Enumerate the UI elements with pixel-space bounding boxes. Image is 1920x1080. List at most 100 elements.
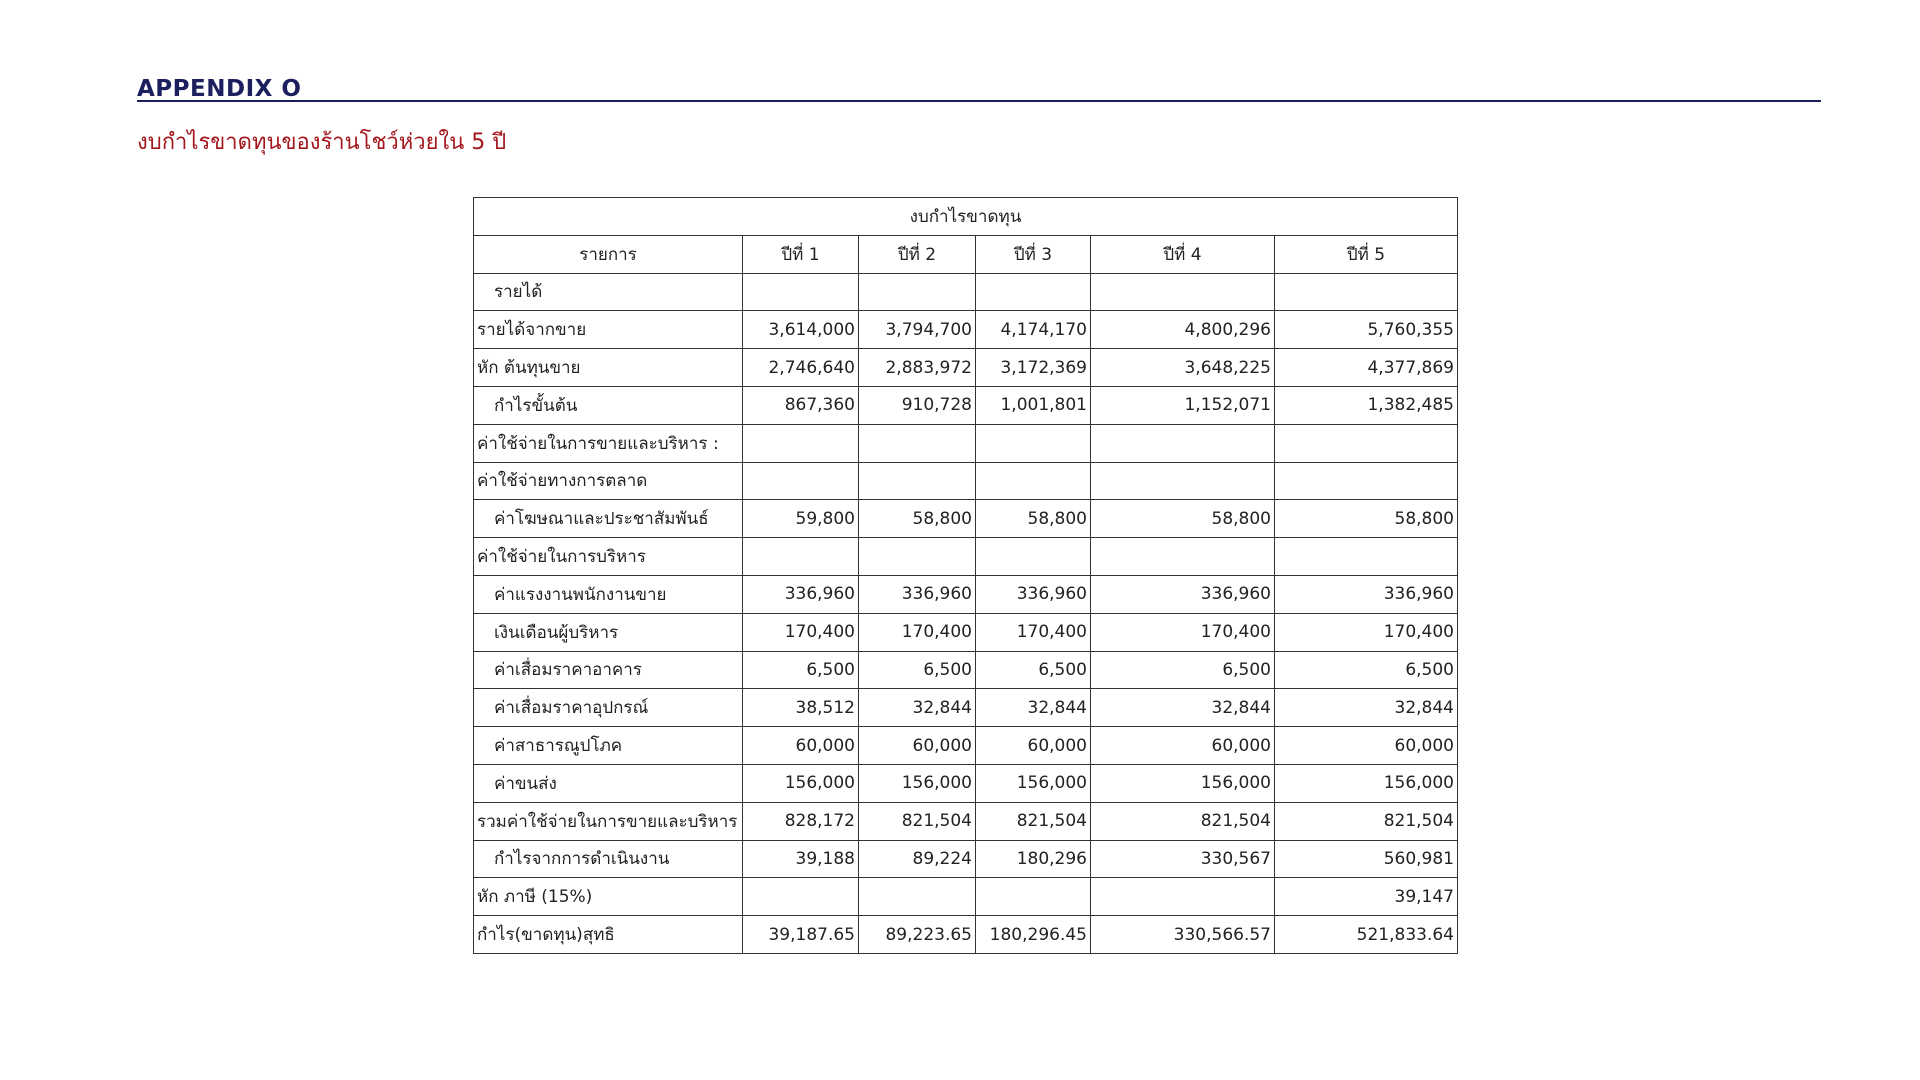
table-row: ค่าใช้จ่ายทางการตลาด <box>473 461 1458 501</box>
cell: 1,382,485 <box>1274 385 1458 425</box>
cell: 58,800 <box>1274 499 1458 539</box>
row-label: ค่าใช้จ่ายในการขายและบริหาร : <box>473 423 743 463</box>
cell: 58,800 <box>1090 499 1275 539</box>
cell: 32,844 <box>1090 688 1275 728</box>
cell: 38,512 <box>742 688 859 728</box>
header-row: รายการ ปีที่ 1 ปีที่ 2 ปีที่ 3 ปีที่ 4 ปีที่ … <box>473 234 1458 274</box>
column-header: ปีที่ 5 <box>1274 234 1458 274</box>
cell: 32,844 <box>858 688 976 728</box>
row-label: ค่าโฆษณาและประชาสัมพันธ์ <box>473 499 743 539</box>
cell: 32,844 <box>1274 688 1458 728</box>
cell: 60,000 <box>1274 726 1458 765</box>
table-row: รายได้จากขาย 3,614,000 3,794,700 4,174,170 4… <box>473 310 1458 350</box>
cell <box>1090 272 1275 312</box>
table-row: ค่าใช้จ่ายในการบริหาร <box>473 537 1458 576</box>
cell: 2,746,640 <box>742 348 859 387</box>
header-rule <box>137 100 1821 102</box>
cell: 32,844 <box>975 688 1091 728</box>
cell: 3,172,369 <box>975 348 1091 387</box>
cell: 330,566.57 <box>1090 915 1275 954</box>
cell <box>975 877 1091 917</box>
cell: 170,400 <box>1274 612 1458 652</box>
table-row: กำไร(ขาดทุน)สุทธิ 39,187.65 89,223.65 180,2… <box>473 915 1458 954</box>
cell: 6,500 <box>742 650 859 690</box>
row-label: ค่าแรงงานพนักงานขาย <box>473 574 743 614</box>
column-header: ปีที่ 3 <box>975 234 1091 274</box>
row-label: กำไรขั้นต้น <box>473 385 743 425</box>
cell: 60,000 <box>742 726 859 765</box>
cell: 60,000 <box>1090 726 1275 765</box>
cell: 910,728 <box>858 385 976 425</box>
cell: 3,614,000 <box>742 310 859 350</box>
cell: 156,000 <box>742 763 859 803</box>
cell: 39,187.65 <box>742 915 859 954</box>
cell: 336,960 <box>1274 574 1458 614</box>
cell: 828,172 <box>742 801 859 841</box>
cell: 4,800,296 <box>1090 310 1275 350</box>
cell: 521,833.64 <box>1274 915 1458 954</box>
cell: 180,296 <box>975 839 1091 879</box>
cell: 560,981 <box>1274 839 1458 879</box>
cell <box>742 461 859 501</box>
cell <box>858 423 976 463</box>
cell <box>1274 423 1458 463</box>
cell: 2,883,972 <box>858 348 976 387</box>
table-row: หัก ต้นทุนขาย 2,746,640 2,883,972 3,172,369… <box>473 348 1458 387</box>
row-label: ค่าเสื่อมราคาอุปกรณ์ <box>473 688 743 728</box>
cell: 89,224 <box>858 839 976 879</box>
cell <box>1274 461 1458 501</box>
cell: 58,800 <box>858 499 976 539</box>
cell: 170,400 <box>1090 612 1275 652</box>
cell: 6,500 <box>1090 650 1275 690</box>
table-row: ค่าแรงงานพนักงานขาย 336,960 336,960 336,960… <box>473 574 1458 614</box>
row-label: หัก ต้นทุนขาย <box>473 348 743 387</box>
cell: 4,377,869 <box>1274 348 1458 387</box>
cell: 156,000 <box>858 763 976 803</box>
cell: 4,174,170 <box>975 310 1091 350</box>
cell <box>858 272 976 312</box>
row-label: เงินเดือนผู้บริหาร <box>473 612 743 652</box>
cell: 5,760,355 <box>1274 310 1458 350</box>
column-header: ปีที่ 2 <box>858 234 976 274</box>
row-label: หัก ภาษี (15%) <box>473 877 743 917</box>
row-label: ค่าใช้จ่ายในการบริหาร <box>473 537 743 576</box>
cell <box>1274 272 1458 312</box>
cell: 336,960 <box>975 574 1091 614</box>
cell: 336,960 <box>858 574 976 614</box>
row-label: ค่าเสื่อมราคาอาคาร <box>473 650 743 690</box>
row-label: รวมค่าใช้จ่ายในการขายและบริหาร <box>473 801 743 841</box>
cell <box>1090 877 1275 917</box>
income-statement: งบกำไรขาดทุน รายการ ปีที่ 1 ปีที่ 2 ปีที่ 3… <box>473 197 1458 954</box>
cell: 60,000 <box>858 726 976 765</box>
row-label: ค่าใช้จ่ายทางการตลาด <box>473 461 743 501</box>
cell: 821,504 <box>1274 801 1458 841</box>
cell <box>1090 461 1275 501</box>
cell: 60,000 <box>975 726 1091 765</box>
table-row: ค่าเสื่อมราคาอาคาร 6,500 6,500 6,500 6,500 6,… <box>473 650 1458 690</box>
table-row: หัก ภาษี (15%) 39,147 <box>473 877 1458 917</box>
row-label: รายได้ <box>473 272 743 312</box>
cell: 336,960 <box>742 574 859 614</box>
cell: 336,960 <box>1090 574 1275 614</box>
cell: 180,296.45 <box>975 915 1091 954</box>
table-row: ค่าขนส่ง 156,000 156,000 156,000 156,000 156,… <box>473 763 1458 803</box>
cell: 1,001,801 <box>975 385 1091 425</box>
cell: 867,360 <box>742 385 859 425</box>
cell: 156,000 <box>1274 763 1458 803</box>
cell: 6,500 <box>975 650 1091 690</box>
cell <box>742 272 859 312</box>
cell: 170,400 <box>742 612 859 652</box>
column-header: รายการ <box>473 234 743 274</box>
cell: 59,800 <box>742 499 859 539</box>
cell: 330,567 <box>1090 839 1275 879</box>
row-label: กำไรจากการดำเนินงาน <box>473 839 743 879</box>
cell: 3,648,225 <box>1090 348 1275 387</box>
cell <box>742 423 859 463</box>
cell: 156,000 <box>975 763 1091 803</box>
cell: 39,188 <box>742 839 859 879</box>
column-header: ปีที่ 4 <box>1090 234 1275 274</box>
cell: 1,152,071 <box>1090 385 1275 425</box>
cell <box>975 537 1091 576</box>
cell: 3,794,700 <box>858 310 976 350</box>
